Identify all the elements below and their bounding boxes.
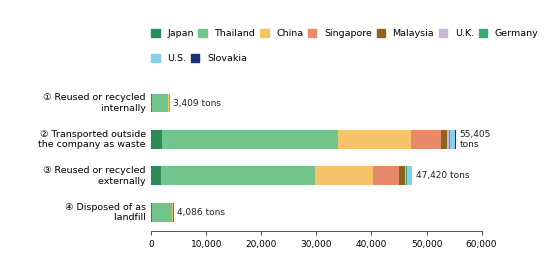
Legend: U.S., Slovakia: U.S., Slovakia — [151, 54, 247, 63]
Bar — [161, 166, 315, 185]
Bar — [373, 166, 399, 185]
Bar — [168, 94, 169, 112]
Bar — [152, 203, 172, 222]
Bar — [447, 130, 449, 149]
Bar — [151, 94, 152, 112]
Bar — [441, 130, 447, 149]
Bar — [151, 166, 161, 185]
Bar — [315, 166, 373, 185]
Bar — [455, 130, 456, 149]
Bar — [338, 130, 411, 149]
Bar — [172, 203, 173, 222]
Bar — [152, 94, 168, 112]
Bar — [162, 130, 338, 149]
Bar — [407, 166, 412, 185]
Text: 55,405
tons: 55,405 tons — [460, 130, 491, 149]
Bar — [151, 130, 162, 149]
Text: 3,409 tons: 3,409 tons — [173, 99, 221, 108]
Bar — [450, 130, 455, 149]
Bar — [405, 166, 407, 185]
Bar — [411, 130, 441, 149]
Bar — [399, 166, 405, 185]
Text: 4,086 tons: 4,086 tons — [177, 208, 225, 217]
Text: 47,420 tons: 47,420 tons — [416, 171, 469, 180]
